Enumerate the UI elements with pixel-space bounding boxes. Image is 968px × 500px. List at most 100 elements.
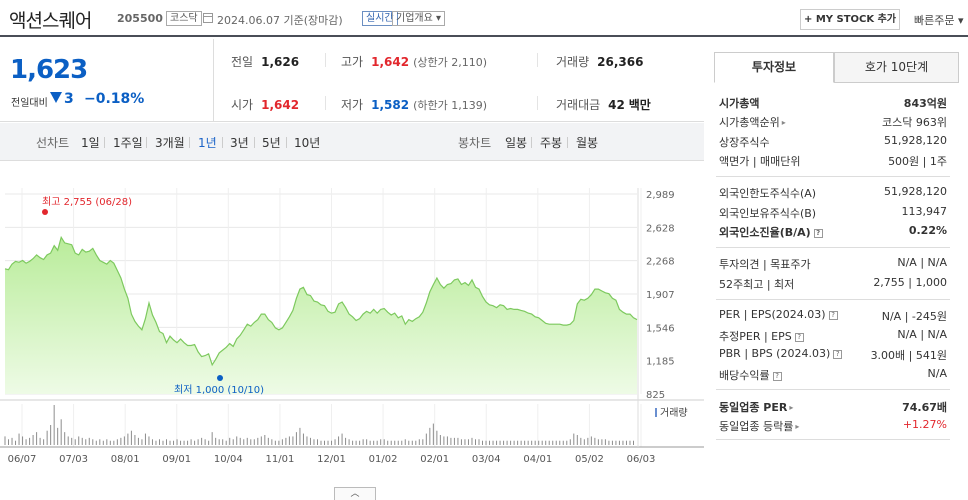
- collapse-button[interactable]: ︿: [334, 487, 376, 500]
- pbr-bps-label: PBR | BPS (2024.03): [719, 347, 831, 360]
- divider: [531, 137, 532, 148]
- lower-limit: (하한가 1,139): [413, 99, 487, 112]
- period-3m[interactable]: 3개월: [155, 136, 185, 150]
- y-tick-label: 2,628: [646, 223, 675, 234]
- period-1d[interactable]: 1일: [81, 136, 100, 150]
- volume-label: 거래량: [660, 407, 688, 419]
- market-cap-rank-label: 시가총액순위: [719, 116, 780, 129]
- pbr-bps-label-wrap: PBR | BPS (2024.03)?: [719, 347, 843, 360]
- upper-limit: (상한가 2,110): [413, 56, 487, 69]
- x-tick-label: 11/01: [266, 454, 295, 465]
- divider: [286, 137, 287, 148]
- foreign-hold-value: 113,947: [901, 205, 948, 218]
- y-tick-label: 1,907: [646, 290, 675, 301]
- x-tick-label: 12/01: [317, 454, 346, 465]
- candle-daily[interactable]: 일봉: [505, 136, 528, 150]
- x-tick-label: 06/03: [627, 454, 656, 465]
- market-cap-row: 시가총액 843억원: [719, 95, 947, 112]
- change-rate: −0.18%: [84, 91, 145, 107]
- tab-investment-info[interactable]: 투자정보: [714, 52, 834, 83]
- volume: 거래량 26,366: [556, 53, 643, 70]
- divider: [325, 96, 326, 110]
- price-chart[interactable]: 2,989 2,628 2,268 1,907 1,546 1,185 825 06/07 07…: [0, 162, 704, 500]
- est-per-label: 추정PER | EPS: [719, 330, 792, 343]
- period-1w[interactable]: 1주일: [113, 136, 143, 150]
- stock-title: 액션스퀘어: [9, 10, 92, 32]
- divider: [567, 137, 568, 148]
- market-cap-rank-label-wrap: 시가총액순위 ▸: [719, 114, 786, 130]
- high-annotation: 최고 2,755 (06/28): [42, 196, 132, 208]
- foreign-ratio-row: 외국인소진율(B/A)? 0.22%: [719, 224, 947, 241]
- info-tabs: 투자정보 호가 10단계: [714, 52, 959, 83]
- low-label: 저가: [341, 98, 364, 112]
- change-value: 3: [64, 91, 74, 107]
- upper-limit-label: (상한가: [413, 56, 448, 69]
- divider: [104, 137, 105, 148]
- x-tick-label: 03/04: [472, 454, 501, 465]
- per-eps-row: PER | EPS(2024.03)? N/A | -245원: [719, 308, 947, 325]
- divider: [716, 176, 950, 177]
- face-value-label: 액면가 | 매매단위: [719, 155, 801, 168]
- down-arrow-icon: [50, 92, 62, 103]
- company-overview-dropdown[interactable]: 기업개요 ▾: [392, 11, 446, 26]
- sector-per-row[interactable]: 동일업종 PER ▸ 74.67배: [719, 399, 947, 416]
- divider: [325, 53, 326, 67]
- help-icon[interactable]: ?: [772, 372, 782, 381]
- est-per-label-wrap: 추정PER | EPS?: [719, 328, 804, 344]
- help-icon[interactable]: ?: [794, 333, 804, 342]
- shares-row: 상장주식수 51,928,120: [719, 134, 947, 151]
- low-annotation: 최저 1,000 (10/10): [174, 384, 264, 396]
- face-value-value: 500원 | 1주: [888, 155, 947, 168]
- sector-rate-row[interactable]: 동일업종 등락률 ▸ +1.27%: [719, 418, 947, 435]
- divider: [716, 439, 950, 440]
- lower-limit-value: 1,139): [451, 99, 488, 112]
- market-cap-label: 시가총액: [719, 97, 760, 110]
- chevron-up-icon: ︿: [350, 489, 360, 499]
- divider: [189, 137, 190, 148]
- period-10y[interactable]: 10년: [294, 136, 321, 150]
- period-5y[interactable]: 5년: [262, 136, 281, 150]
- lower-limit-label: (하한가: [413, 99, 448, 112]
- period-1y[interactable]: 1년: [198, 136, 217, 150]
- opinion-row: 투자의견 | 목표주가 N/A | N/A: [719, 256, 947, 273]
- price-summary: 1,623 전일대비 3 −0.18% 전일 1,626 고가 1,642 (상한가 …: [0, 39, 704, 122]
- market-cap-rank-row[interactable]: 시가총액순위 ▸ 코스닥 963위: [719, 114, 947, 131]
- price-area: [5, 237, 637, 394]
- x-tick-label: 01/02: [369, 454, 398, 465]
- chevron-down-icon: ▾: [436, 13, 442, 24]
- sector-rate-value: +1.27%: [902, 418, 947, 431]
- trade-amount: 거래대금 42 백만: [556, 96, 651, 113]
- y-tick-label: 2,268: [646, 257, 675, 268]
- help-icon[interactable]: ?: [833, 350, 843, 359]
- help-icon[interactable]: ?: [813, 229, 823, 238]
- upper-limit-value: 2,110): [451, 56, 488, 69]
- sector-per-label-wrap: 동일업종 PER ▸: [719, 399, 793, 415]
- quick-order-button[interactable]: 빠른주문 ▾: [914, 12, 964, 28]
- add-mystock-button[interactable]: + MY STOCK 추가: [800, 9, 900, 30]
- per-eps-value: N/A | -245원: [881, 310, 947, 323]
- y-tick-label: 825: [646, 390, 665, 401]
- realtime-button[interactable]: 실시간: [362, 11, 398, 26]
- base-date: 2024.06.07 기준(장마감): [217, 14, 343, 27]
- divider: [222, 137, 223, 148]
- candle-chart-label: 봉차트: [458, 136, 492, 150]
- divider: [537, 96, 538, 110]
- candle-monthly[interactable]: 월봉: [576, 136, 599, 150]
- sector-rate-label: 동일업종 등락률: [719, 420, 794, 433]
- period-3y[interactable]: 3년: [230, 136, 249, 150]
- foreign-hold-label: 외국인보유주식수(B): [719, 207, 817, 220]
- low-value: 1,582: [371, 98, 410, 112]
- stock-code: 205500: [117, 12, 163, 25]
- price-line: [4, 235, 638, 367]
- help-icon[interactable]: ?: [828, 311, 838, 320]
- candle-weekly[interactable]: 주봉: [540, 136, 563, 150]
- sector-per-label: 동일업종 PER: [719, 401, 788, 414]
- foreign-ratio-label: 외국인소진율(B/A): [719, 226, 811, 239]
- open-price: 시가 1,642: [231, 96, 299, 113]
- x-tick-label: 10/04: [214, 454, 243, 465]
- chevron-right-icon: ▸: [789, 403, 794, 412]
- open-label: 시가: [231, 98, 254, 112]
- tab-orderbook-10[interactable]: 호가 10단계: [834, 52, 959, 83]
- quick-order-label: 빠른주문: [914, 14, 955, 27]
- high-price: 고가 1,642 (상한가 2,110): [341, 53, 487, 70]
